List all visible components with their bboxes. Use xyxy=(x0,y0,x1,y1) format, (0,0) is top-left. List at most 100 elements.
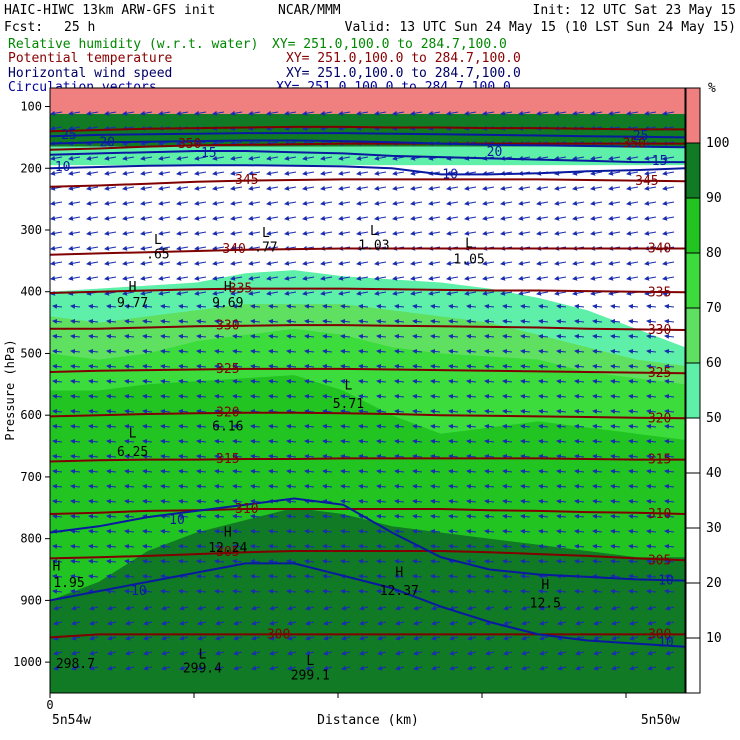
vector-890 xyxy=(322,483,333,489)
vector-747 xyxy=(268,423,279,429)
vector-12 xyxy=(266,110,279,116)
vector-526 xyxy=(70,333,81,339)
contour-label-12: 330 xyxy=(216,319,239,334)
contour-label-17: 340 xyxy=(648,242,671,257)
vector-1026 xyxy=(250,543,261,549)
vector-591 xyxy=(610,348,621,354)
contour-label-62: L xyxy=(306,654,314,669)
vector-464 xyxy=(214,303,225,309)
vector-1009 xyxy=(574,528,585,534)
colorbar-unit: % xyxy=(708,81,716,96)
vector-374 xyxy=(482,260,495,266)
vector-777 xyxy=(178,438,189,444)
vector-516 xyxy=(520,318,531,324)
vector-468 xyxy=(286,303,297,309)
vector-672 xyxy=(178,393,189,399)
vector-423 xyxy=(104,290,117,296)
colorbar-band-50 xyxy=(686,363,700,418)
vector-238 xyxy=(554,200,567,206)
vector-425 xyxy=(140,290,153,296)
vector-1016 xyxy=(70,543,81,549)
vector-774 xyxy=(124,438,135,444)
vector-148 xyxy=(194,170,207,176)
vector-869 xyxy=(574,468,585,474)
vector-567 xyxy=(178,348,189,354)
vector-408 xyxy=(464,275,477,281)
vector-658 xyxy=(556,378,567,384)
vector-621 xyxy=(520,363,531,369)
vector-838 xyxy=(646,453,657,459)
vector-223 xyxy=(284,200,297,206)
contour-label-63: 299.1 xyxy=(291,669,330,684)
vector-150 xyxy=(230,170,243,176)
vector-864 xyxy=(484,468,495,474)
vector-115 xyxy=(230,155,243,161)
vector-216 xyxy=(158,200,171,206)
vector-273 xyxy=(554,215,567,221)
contour-label-18: 345 xyxy=(235,173,258,188)
vector-924 xyxy=(304,498,315,504)
vector-298 xyxy=(374,230,387,236)
vector-576 xyxy=(340,348,351,354)
vector-696 xyxy=(610,393,621,399)
vector-323 xyxy=(194,245,207,251)
vector-633 xyxy=(106,378,117,384)
vector-880 xyxy=(142,483,153,489)
vector-850 xyxy=(232,468,243,474)
vector-365 xyxy=(320,260,333,266)
vector-218 xyxy=(194,200,207,206)
vector-862 xyxy=(448,468,459,474)
vector-783 xyxy=(286,438,297,444)
vector-669 xyxy=(124,393,135,399)
x-left-endpoint: 5n54w xyxy=(52,713,91,728)
vector-142 xyxy=(86,170,99,176)
vector-595 xyxy=(52,363,63,369)
vector-897 xyxy=(448,483,459,489)
vector-598 xyxy=(106,363,117,369)
vector-636 xyxy=(160,378,171,384)
vector-433 xyxy=(284,290,297,296)
contour-label-23: 10 xyxy=(169,513,185,528)
vector-926 xyxy=(340,498,351,504)
vector-659 xyxy=(574,378,585,384)
vector-1042 xyxy=(538,543,549,549)
vector-613 xyxy=(376,363,387,369)
contour-label-39: 1.03 xyxy=(358,238,389,253)
vector-7 xyxy=(176,110,189,116)
vector-210 xyxy=(50,200,63,206)
contour-label-37: .77 xyxy=(254,240,277,255)
vector-993 xyxy=(286,528,297,534)
vector-381 xyxy=(608,260,621,266)
vector-892 xyxy=(358,483,369,489)
vector-1000 xyxy=(412,528,423,534)
vector-282 xyxy=(86,230,99,236)
vector-968 xyxy=(466,513,477,519)
vector-269 xyxy=(482,215,495,221)
vector-565 xyxy=(142,348,153,354)
vector-648 xyxy=(376,378,387,384)
vector-817 xyxy=(268,453,279,459)
vector-159 xyxy=(392,170,405,176)
vector-937 xyxy=(538,498,549,504)
vector-991 xyxy=(250,528,261,534)
vector-369 xyxy=(392,260,405,266)
vector-761 xyxy=(520,423,531,429)
vector-136 xyxy=(608,155,621,161)
vector-727 xyxy=(538,408,549,414)
vector-984 xyxy=(124,528,135,534)
vector-974 xyxy=(574,513,585,519)
vector-640 xyxy=(232,378,243,384)
vector-222 xyxy=(266,200,279,206)
vector-813 xyxy=(196,453,207,459)
vector-954 xyxy=(214,513,225,519)
vector-380 xyxy=(590,260,603,266)
vector-989 xyxy=(214,528,225,534)
vector-410 xyxy=(500,275,513,281)
vector-830 xyxy=(502,453,513,459)
vector-832 xyxy=(538,453,549,459)
vector-252 xyxy=(176,215,189,221)
vector-878 xyxy=(106,483,117,489)
vector-776 xyxy=(160,438,171,444)
vector-757 xyxy=(448,423,459,429)
vector-999 xyxy=(394,528,405,534)
